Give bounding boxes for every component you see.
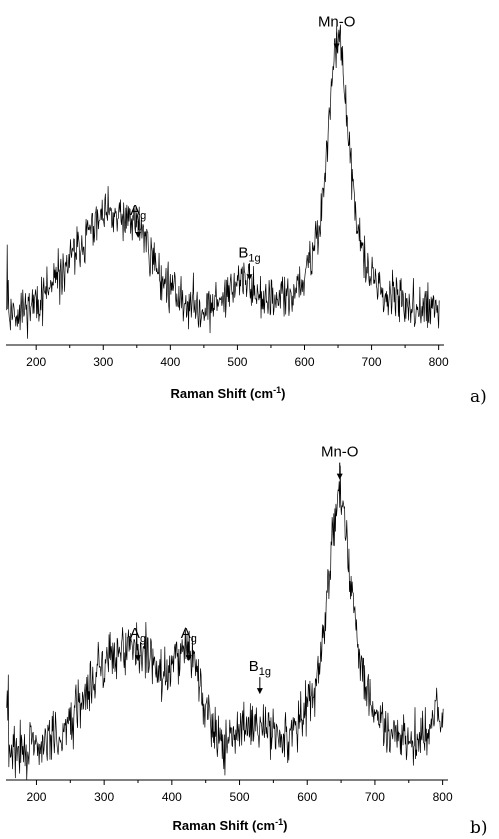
peak-annotation-label: Mn-O [318,14,356,31]
x-tick-label: 700 [365,790,385,804]
peak-annotation: B1g [238,244,261,281]
panel-label: a) [470,387,487,407]
x-tick-label: 200 [26,355,46,369]
x-axis-title: Raman Shift (cm-1) [173,817,288,833]
spectrum-line [6,465,444,781]
peak-annotation-label: Ag [130,202,146,222]
peak-arrow-head [256,688,263,695]
raman-panel-b: 200 300 400 500 600 700 800 Raman Shift (cm-1) b… [6,444,488,838]
x-axis-title: Raman Shift (cm-1) [171,385,286,401]
peak-annotation-label: Ag [181,625,197,645]
peak-arrow-head [246,274,253,281]
raman-panel-a: 200 300 400 500 600 700 800 Raman Shift (cm-1) a… [6,14,487,407]
panel-label: b) [470,818,488,838]
x-tick-label: 300 [93,355,113,369]
peak-annotation-label: B1g [249,658,271,678]
x-tick-label: 700 [362,355,382,369]
peak-arrow-head [185,655,192,662]
peak-arrow-head [135,655,141,662]
peak-annotation-label: Ag [130,625,146,645]
x-tick-label: 600 [297,790,317,804]
peak-annotation: Mn-O [321,444,359,480]
x-tick-label: 500 [227,355,247,369]
peak-annotation: B1g [249,658,271,695]
peak-annotation: Ag [130,202,146,238]
x-tick-label: 300 [94,790,114,804]
peak-arrow-head [135,232,142,238]
x-tick-label: 800 [433,790,453,804]
x-tick-label: 400 [160,355,180,369]
peak-annotation-label: B1g [238,244,260,264]
peak-annotation-label: Mn-O [321,444,359,461]
x-tick-label: 400 [162,790,182,804]
peak-annotation: Mn-O [318,14,356,50]
x-tick-label: 500 [230,790,250,804]
spectrum-line [6,24,440,339]
peak-annotation: Ag [130,625,146,662]
x-tick-label: 200 [26,790,46,804]
x-tick-label: 600 [294,355,314,369]
peak-arrow-head [333,43,340,50]
peak-arrow-head [336,473,343,480]
x-tick-label: 800 [429,355,449,369]
peak-annotation: Ag [181,625,197,662]
